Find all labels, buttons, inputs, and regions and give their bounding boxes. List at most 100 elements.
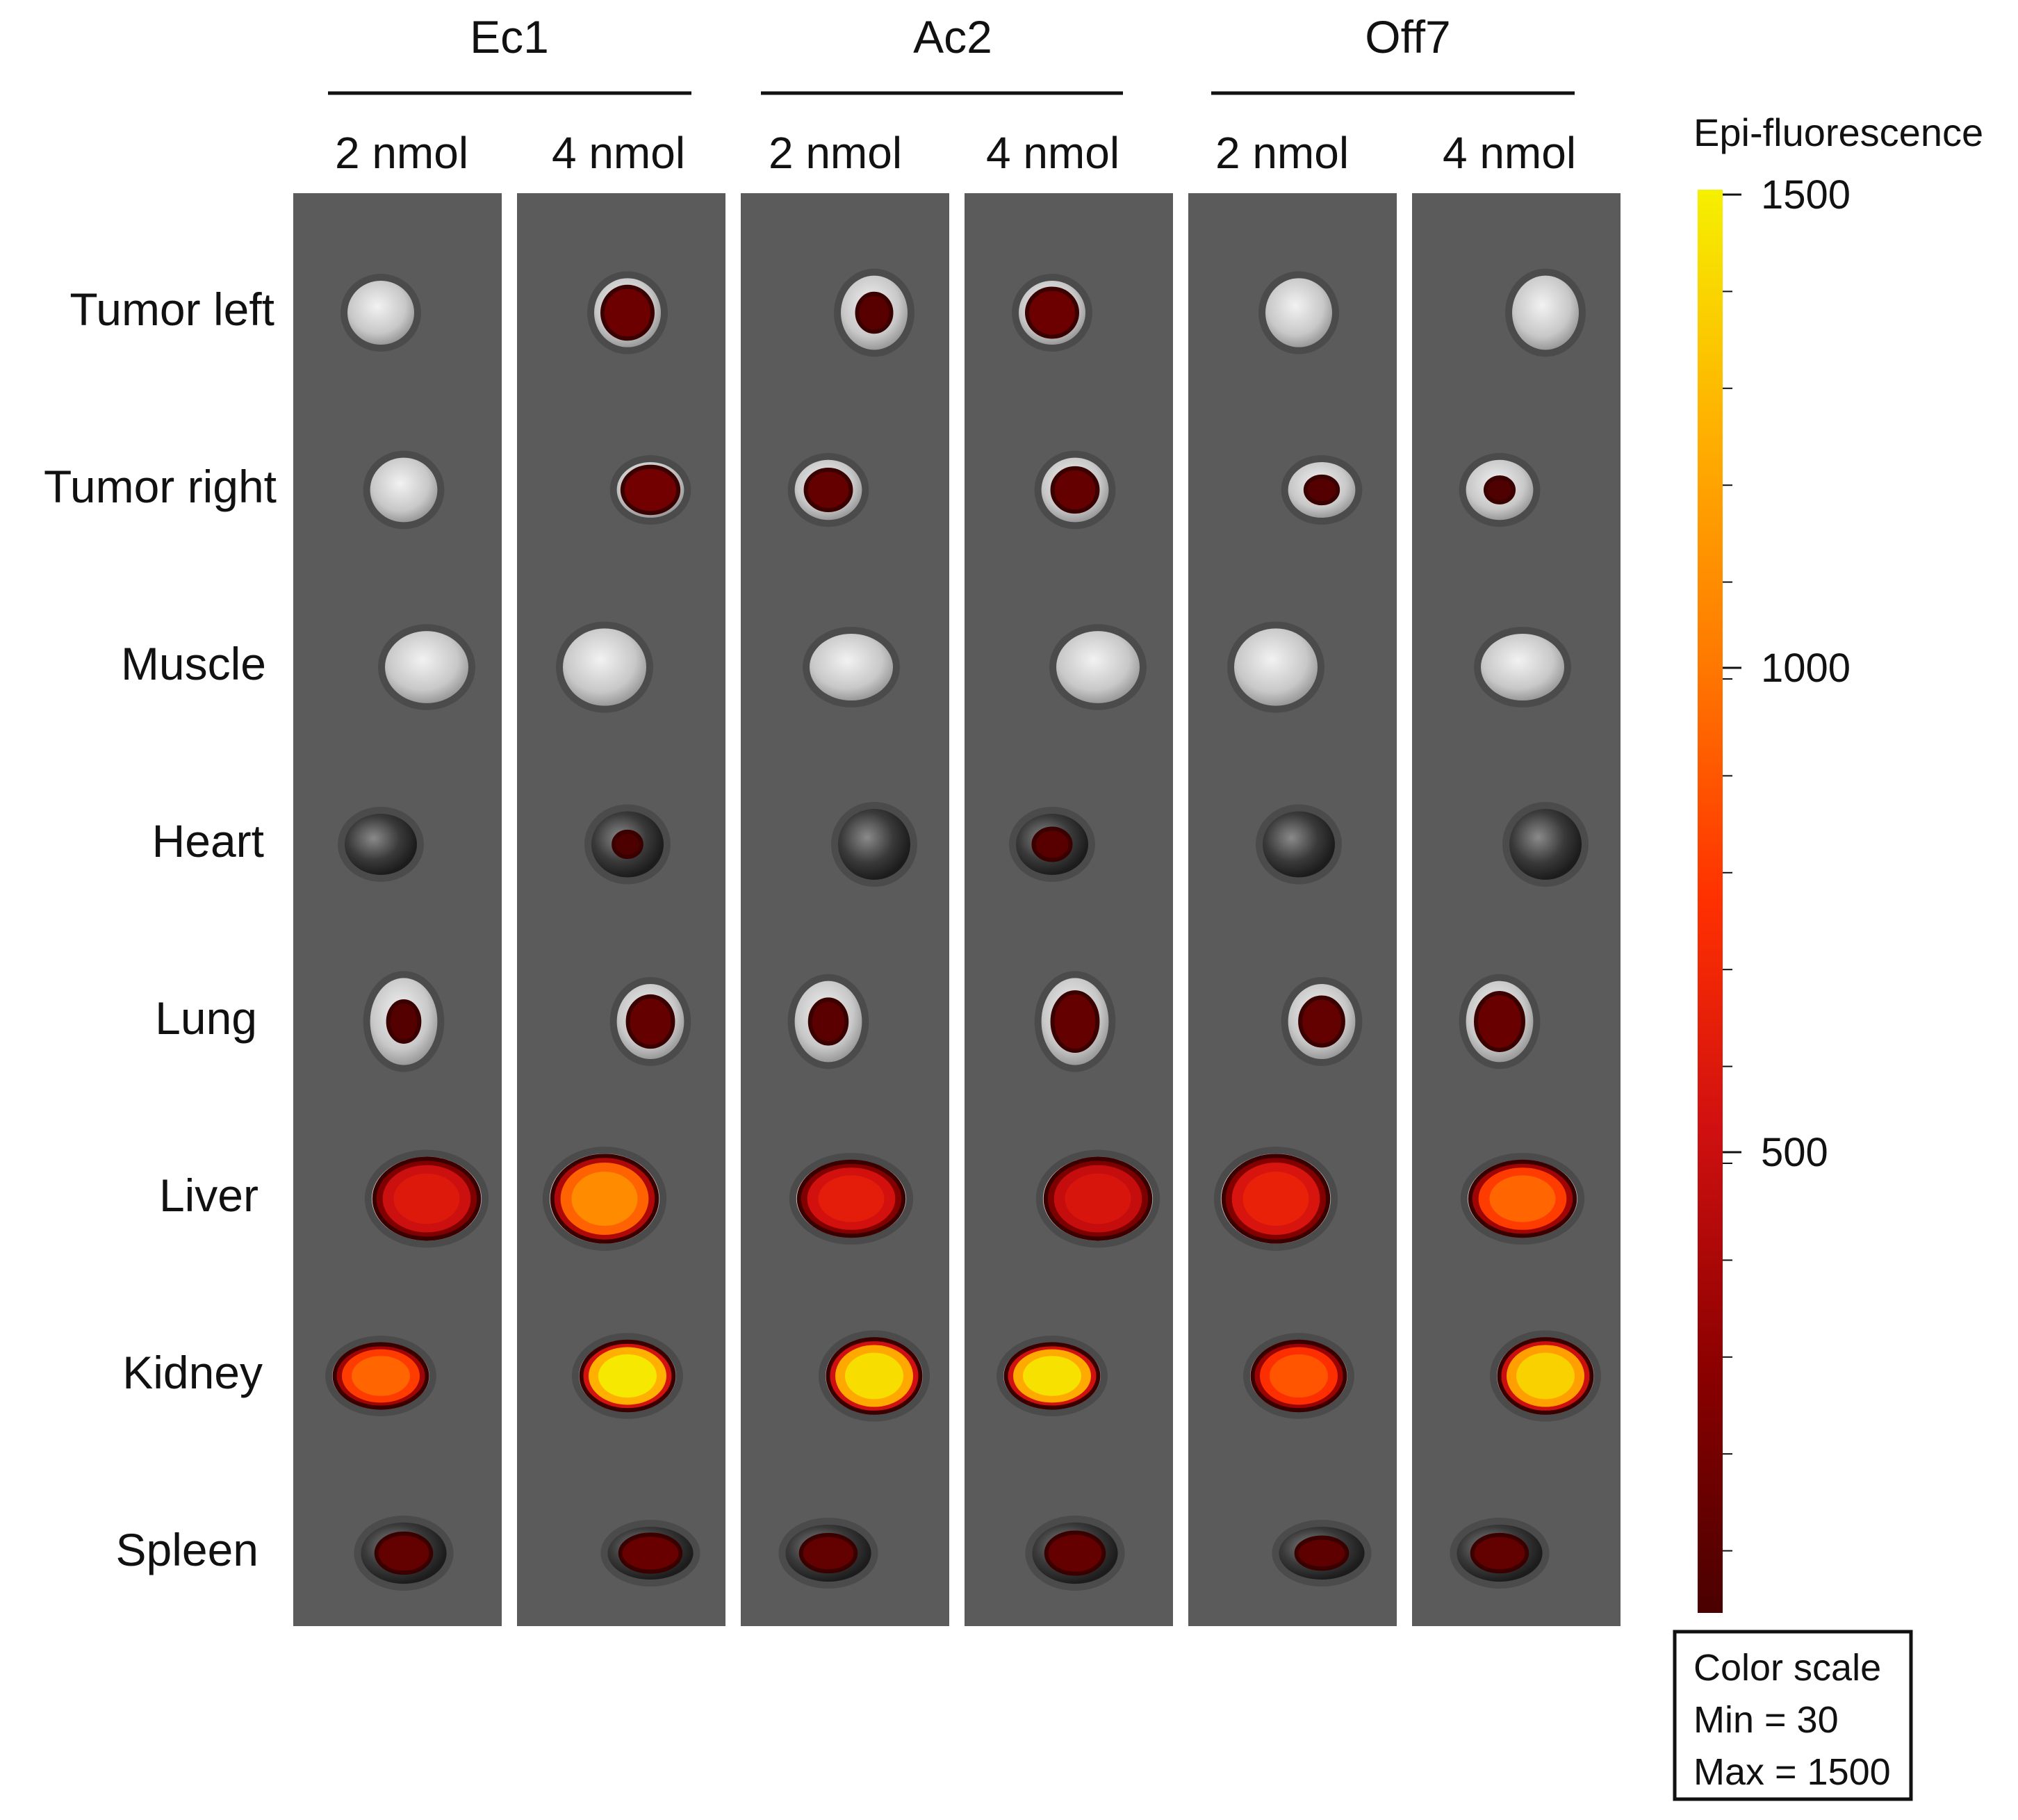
fluorescence-overlay — [1023, 1356, 1081, 1396]
fluorescence-overlay — [1031, 826, 1073, 862]
organ-specimen — [1490, 1330, 1601, 1422]
fluorescence-overlay — [1242, 1172, 1309, 1226]
organ-specimen — [1502, 801, 1589, 887]
dose-label: 4 nmol — [552, 128, 685, 178]
fluorescence-overlay — [620, 464, 681, 516]
image-panel — [517, 193, 725, 1626]
fluorescence-overlay — [1065, 1173, 1131, 1224]
organ-specimen — [831, 801, 917, 887]
organ-specimen — [1034, 971, 1116, 1072]
organ-specimen — [364, 1149, 489, 1248]
specimen-tissue — [385, 631, 468, 703]
organ-specimen — [584, 804, 671, 885]
colorbar-tick-label: 1000 — [1761, 646, 1851, 691]
fluorescence-overlay — [1483, 475, 1516, 505]
organ-specimen — [819, 1330, 930, 1422]
organ-specimen — [1012, 274, 1092, 352]
organ-specimen — [1025, 1515, 1125, 1591]
organ-specimen — [1258, 271, 1339, 354]
organ-label-muscle: Muscle — [121, 638, 266, 689]
group-label-ac2: Ac2 — [913, 11, 992, 63]
group-label-off7: Off7 — [1365, 11, 1451, 63]
organ-specimen — [363, 971, 445, 1072]
fluorescence-overlay — [1050, 990, 1100, 1053]
organ-specimen — [1474, 627, 1571, 707]
specimen-tissue — [347, 281, 414, 345]
organ-specimen — [787, 974, 869, 1069]
dose-label: 4 nmol — [1443, 128, 1576, 178]
fluorescence-overlay — [1294, 1535, 1350, 1571]
fluorescence-overlay — [1025, 286, 1079, 339]
image-panel — [1188, 193, 1397, 1626]
organ-specimen — [789, 1153, 914, 1245]
group-label-ec1: Ec1 — [470, 11, 549, 63]
organ-specimen — [1227, 621, 1324, 713]
organ-specimen — [996, 1336, 1108, 1416]
fluorescence-overlay — [386, 999, 422, 1044]
organ-label-heart: Heart — [152, 815, 264, 867]
image-panel — [293, 193, 502, 1626]
fluorescence-overlay — [1050, 466, 1100, 514]
specimen-tissue — [563, 628, 646, 706]
organ-label-spleen: Spleen — [115, 1524, 259, 1575]
organ-label-liver: Liver — [159, 1170, 259, 1221]
dose-label: 2 nmol — [1215, 128, 1349, 178]
organ-specimen — [1009, 807, 1095, 882]
specimen-tissue — [1056, 631, 1140, 703]
specimen-tissue — [1481, 634, 1564, 700]
specimen-tissue — [345, 814, 417, 875]
organ-specimen — [1281, 977, 1363, 1066]
fluorescence-overlay — [855, 291, 894, 334]
organ-specimen — [834, 268, 914, 357]
fluorescence-overlay — [1516, 1352, 1575, 1400]
dose-label: 2 nmol — [769, 128, 902, 178]
dose-labels: 2 nmol 4 nmol 2 nmol 4 nmol 2 nmol 4 nmo… — [335, 128, 1576, 178]
fluorescence-overlay — [1270, 1354, 1328, 1398]
organ-specimen — [1243, 1333, 1354, 1419]
colorbar-tick-label: 500 — [1761, 1130, 1828, 1175]
fluorescence-overlay — [807, 997, 849, 1046]
organ-labels: Tumor left Tumor right Muscle Heart Lung… — [44, 284, 277, 1575]
fluorescence-overlay — [798, 1532, 858, 1574]
organ-specimen — [556, 621, 653, 713]
fluorescence-overlay — [352, 1356, 410, 1396]
organ-specimen — [609, 455, 691, 525]
fluorescence-overlay — [1489, 1175, 1556, 1222]
fluorescence-overlay — [803, 468, 853, 512]
organ-specimen — [1034, 450, 1116, 530]
fluorescence-overlay — [600, 284, 655, 341]
color-scale-max: Max = 1500 — [1693, 1751, 1891, 1793]
organ-specimen — [338, 807, 424, 882]
color-scale-title: Color scale — [1693, 1647, 1881, 1689]
fluorescence-overlay — [845, 1352, 903, 1400]
specimen-tissue — [1509, 808, 1582, 880]
organ-specimen — [1281, 455, 1363, 525]
organ-specimen — [787, 452, 869, 527]
organ-specimen — [1459, 452, 1541, 527]
specimen-tissue — [1265, 278, 1332, 347]
fluorescence-overlay — [1303, 474, 1340, 506]
organ-specimen — [325, 1336, 436, 1416]
specimen-tissue — [1512, 275, 1579, 350]
organ-specimen — [1035, 1149, 1160, 1248]
colorbar-tick-label: 1500 — [1761, 172, 1851, 218]
organ-specimen — [1213, 1147, 1338, 1251]
colorbar-gradient — [1698, 190, 1723, 1613]
specimen-tissue — [810, 634, 893, 700]
organ-specimen — [572, 1333, 683, 1419]
fluorescence-overlay — [1470, 1532, 1529, 1574]
color-scale-box: Color scale Min = 30 Max = 1500 — [1673, 1630, 1913, 1801]
specimen-tissue — [838, 808, 910, 880]
fluorescence-overlay — [374, 1531, 434, 1575]
fluorescence-overlay — [612, 829, 643, 860]
specimen-tissue — [1234, 628, 1318, 706]
organ-label-tumor-left: Tumor left — [69, 284, 274, 335]
organ-specimen — [778, 1517, 878, 1589]
organ-label-lung: Lung — [155, 992, 257, 1044]
organ-specimen — [542, 1147, 667, 1251]
colorbar-minor-ticks — [1723, 194, 1732, 1552]
dose-label: 2 nmol — [335, 128, 468, 178]
organ-label-kidney: Kidney — [122, 1347, 263, 1398]
organ-specimen — [1256, 804, 1342, 885]
